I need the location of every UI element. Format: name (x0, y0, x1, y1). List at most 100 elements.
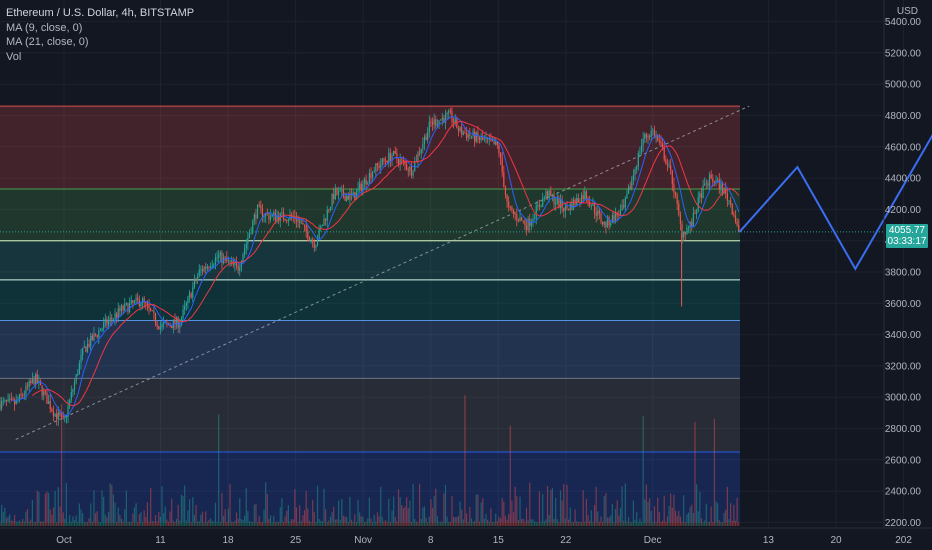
candle-body (7, 398, 9, 402)
volume-bar (116, 521, 118, 526)
indicator-ma9[interactable]: MA (9, close, 0) (6, 21, 83, 34)
candle-body (396, 153, 398, 160)
candle-body (545, 191, 547, 198)
volume-bar (386, 521, 388, 526)
candle-body (323, 218, 325, 226)
volume-bar (529, 482, 531, 526)
volume-bar (501, 497, 503, 526)
volume-bar (289, 521, 291, 526)
candle-body (171, 326, 173, 329)
volume-bar (226, 521, 228, 526)
volume-bar (454, 517, 456, 526)
volume-bar (182, 495, 184, 526)
volume-bar (184, 485, 186, 526)
volume-bar (623, 520, 625, 526)
volume-bar (239, 498, 241, 526)
candle-body (137, 297, 139, 300)
volume-bar (12, 520, 14, 526)
volume-bar (524, 521, 526, 526)
time-axis[interactable]: Oct 11 18 25 Nov 8 15 22 Dec 13 20 202 (0, 527, 932, 546)
volume-bar (357, 500, 359, 526)
candle-body (673, 184, 675, 193)
volume-bar (354, 514, 356, 526)
time-tick-label: 15 (493, 535, 505, 546)
candle-body (504, 186, 507, 195)
candle-body (576, 198, 578, 205)
volume-bar (691, 504, 693, 526)
volume-bar (135, 503, 137, 526)
candle-body (28, 381, 30, 387)
candle-body (704, 183, 706, 186)
volume-bar (512, 512, 515, 526)
candle-body (271, 214, 273, 217)
candle-body (478, 137, 481, 141)
volume-bar (707, 521, 709, 526)
candle-body (22, 394, 24, 396)
volume-bar (556, 519, 558, 526)
volume-bar (636, 512, 638, 526)
candle-body (93, 333, 95, 341)
candle-body (532, 218, 534, 222)
candle-body (556, 198, 558, 204)
candle-body (182, 309, 184, 319)
volume-bar (506, 519, 508, 526)
trendline (15, 105, 750, 440)
volume-bar (44, 493, 46, 526)
candle-body (388, 152, 390, 163)
volume-bar (258, 516, 260, 526)
volume-bar (221, 492, 223, 526)
indicator-volume[interactable]: Vol (6, 50, 22, 63)
volume-bar (509, 425, 511, 526)
volume-bar (91, 521, 93, 526)
candle-body (227, 260, 230, 262)
candle-body (261, 208, 264, 218)
volume-bar (195, 505, 197, 526)
candle-body (624, 198, 626, 208)
volume-bar (704, 520, 706, 526)
candle-body (537, 205, 539, 206)
volume-bar (420, 518, 422, 526)
volume-bar (592, 521, 594, 526)
candle-body (106, 319, 108, 325)
volume-bar (99, 522, 102, 526)
candle-body (101, 328, 103, 331)
volume-bar (522, 518, 524, 526)
price-axis[interactable]: 2200.00 2400.00 2600.00 2800.00 3000.00 3200.… (883, 0, 922, 529)
volume-bar (679, 516, 681, 526)
indicator-ma21[interactable]: MA (21, close, 0) (6, 36, 89, 48)
price-tick-label: 2800.00 (885, 424, 922, 435)
volume-bar (585, 498, 588, 526)
volume-bar (109, 483, 111, 526)
candle-body (307, 231, 309, 239)
candle-body (645, 134, 647, 138)
volume-bar (344, 516, 346, 526)
volume-bar (381, 516, 383, 526)
candle-body (219, 252, 221, 256)
volume-bar (193, 514, 195, 526)
volume-bar (730, 503, 732, 526)
candle-body (352, 192, 354, 195)
volume-bar (303, 510, 306, 526)
price-tick-label: 3400.00 (885, 330, 922, 341)
volume-bar (710, 506, 712, 526)
candle-body (375, 163, 377, 172)
volume-bar (300, 520, 302, 526)
candle-body (553, 195, 555, 205)
volume-bar (93, 490, 95, 526)
candle-body (674, 192, 677, 195)
volume-bar (370, 518, 372, 526)
candle-body (506, 194, 508, 202)
volume-bar (229, 484, 231, 526)
volume-bar (326, 521, 328, 526)
volume-bar (200, 514, 202, 526)
volume-bar (10, 520, 12, 526)
volume-bar (75, 515, 77, 526)
volume-bar (51, 514, 53, 526)
volume-bar (375, 521, 377, 526)
zone-band (0, 189, 740, 241)
candle-body (114, 313, 116, 319)
volume-bar (372, 521, 374, 526)
volume-bar (265, 482, 267, 526)
candle-body (148, 305, 150, 309)
